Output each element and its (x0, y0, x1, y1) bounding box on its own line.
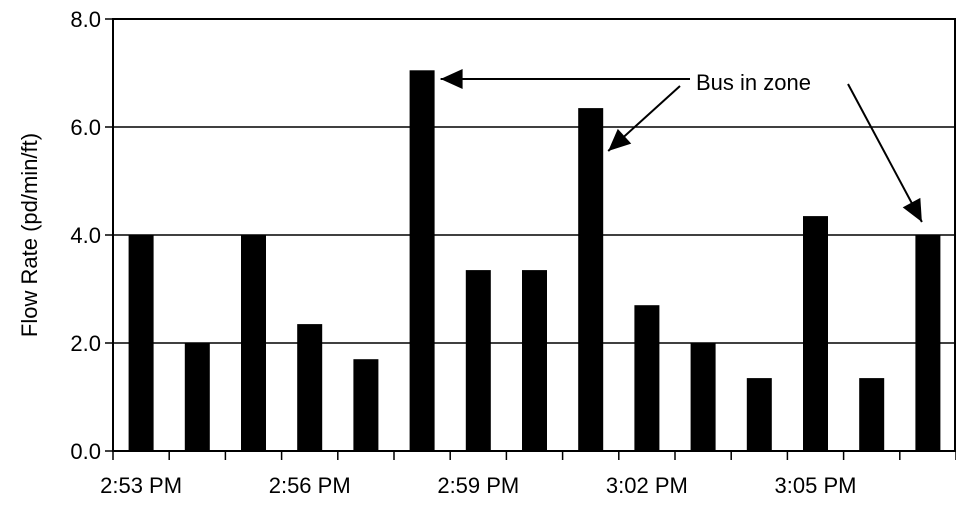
bar (522, 270, 547, 451)
y-tick-label: 2.0 (70, 331, 101, 356)
annotation-arrow-head (902, 197, 922, 222)
x-tick-label: 2:56 PM (269, 473, 351, 498)
bar (465, 270, 491, 451)
y-axis-title: Flow Rate (pd/min/ft) (17, 133, 42, 337)
bus-in-zone-annotation: Bus in zone (696, 70, 811, 95)
y-tick-label: 0.0 (70, 439, 101, 464)
bar (184, 343, 210, 451)
bar (241, 235, 266, 451)
bar (128, 235, 154, 451)
bars (128, 70, 941, 452)
bar (297, 324, 323, 451)
x-tick-label: 2:53 PM (100, 473, 182, 498)
y-tick-label: 8.0 (70, 7, 101, 32)
x-tick-label: 3:05 PM (775, 473, 857, 498)
annotation-arrows (440, 69, 923, 223)
bar (915, 235, 941, 451)
x-tick-labels: 2:53 PM 2:56 PM 2:59 PM 3:02 PM 3:05 PM (100, 473, 856, 498)
bar (746, 378, 772, 451)
bar (803, 216, 828, 451)
x-tick-label: 2:59 PM (437, 473, 519, 498)
y-tick-label: 6.0 (70, 115, 101, 140)
bar (859, 378, 885, 451)
bar (409, 70, 435, 452)
y-tick-label: 4.0 (70, 223, 101, 248)
annotation-arrow-line (847, 83, 923, 223)
bar (353, 359, 379, 451)
annotation-arrow-head (440, 69, 463, 89)
bar (578, 108, 604, 451)
x-tick-label: 3:02 PM (606, 473, 688, 498)
bar (634, 305, 660, 451)
annotation-arrow-head (608, 128, 632, 151)
y-tick-labels: 0.0 2.0 4.0 6.0 8.0 (70, 7, 101, 464)
bar (690, 343, 716, 451)
axis-ticks (105, 18, 956, 460)
